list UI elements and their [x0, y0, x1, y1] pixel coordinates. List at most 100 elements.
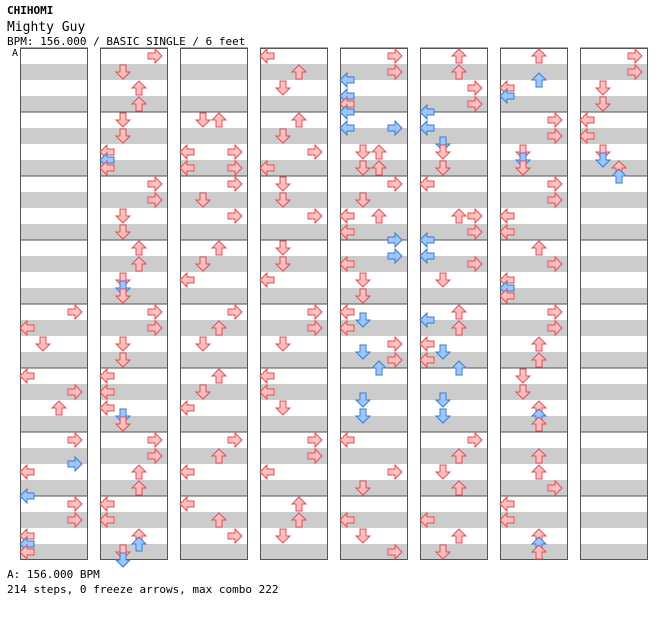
beat-band	[260, 128, 328, 144]
down-arrow-note	[354, 528, 372, 544]
right-arrow-note	[467, 223, 483, 241]
beat-band	[20, 352, 88, 368]
beat-band	[420, 144, 488, 160]
chart-column	[100, 47, 168, 560]
up-arrow-note	[450, 360, 468, 376]
left-arrow-note	[579, 127, 595, 145]
beat-band	[340, 400, 408, 416]
down-arrow-note	[194, 192, 212, 208]
beat-band	[420, 80, 488, 96]
right-arrow-note	[67, 303, 83, 321]
bpm-summary: A: 156.000 BPM	[7, 568, 100, 581]
beat-band	[260, 272, 328, 288]
left-arrow-note	[99, 383, 115, 401]
down-arrow-note	[114, 224, 132, 240]
beat-band	[340, 80, 408, 96]
up-arrow-note	[290, 64, 308, 80]
down-arrow-note	[274, 240, 292, 256]
right-arrow-note	[307, 143, 323, 161]
beat-band	[20, 208, 88, 224]
right-arrow-note	[467, 95, 483, 113]
up-arrow-note	[530, 416, 548, 432]
beat-band	[180, 256, 248, 272]
beat-band	[260, 192, 328, 208]
right-arrow-note	[627, 47, 643, 65]
down-arrow-note	[594, 96, 612, 112]
beat-band	[580, 416, 648, 432]
beat-band	[20, 176, 88, 192]
beat-band	[340, 176, 408, 192]
beat-band	[20, 480, 88, 496]
beat-band	[100, 512, 168, 528]
up-arrow-note	[130, 96, 148, 112]
beat-band	[180, 464, 248, 480]
beat-band	[260, 448, 328, 464]
down-arrow-note	[194, 384, 212, 400]
beat-band	[340, 416, 408, 432]
up-arrow-note	[530, 72, 548, 88]
beat-band	[180, 304, 248, 320]
right-arrow-note	[67, 455, 83, 473]
beat-band	[500, 224, 568, 240]
right-arrow-note	[147, 303, 163, 321]
beat-band	[340, 496, 408, 512]
beat-band	[340, 304, 408, 320]
column-border	[580, 48, 648, 560]
beat-band	[180, 160, 248, 176]
beat-band	[180, 288, 248, 304]
left-arrow-note	[419, 351, 435, 369]
beat-band	[20, 272, 88, 288]
left-arrow-note	[499, 207, 515, 225]
beat-band	[420, 368, 488, 384]
beat-band	[180, 400, 248, 416]
down-arrow-note	[434, 160, 452, 176]
beat-band	[180, 144, 248, 160]
down-arrow-note	[114, 288, 132, 304]
beat-band	[260, 480, 328, 496]
left-arrow-note	[339, 319, 355, 337]
beat-band	[580, 464, 648, 480]
left-arrow-note	[99, 367, 115, 385]
left-arrow-note	[499, 511, 515, 529]
beat-band	[500, 80, 568, 96]
chart-column	[580, 47, 648, 560]
down-arrow-note	[354, 392, 372, 408]
beat-band	[340, 256, 408, 272]
beat-band	[580, 512, 648, 528]
up-arrow-note	[450, 528, 468, 544]
beat-band	[580, 448, 648, 464]
right-arrow-note	[67, 511, 83, 529]
beat-band	[180, 416, 248, 432]
right-arrow-note	[387, 175, 403, 193]
down-arrow-note	[354, 408, 372, 424]
beat-band	[180, 432, 248, 448]
right-arrow-note	[227, 159, 243, 177]
beat-band	[20, 544, 88, 560]
beat-band	[420, 432, 488, 448]
beat-band	[180, 496, 248, 512]
beat-band	[100, 432, 168, 448]
up-arrow-note	[530, 448, 548, 464]
beat-band	[180, 176, 248, 192]
beat-band	[180, 128, 248, 144]
left-arrow-note	[339, 71, 355, 89]
left-arrow-note	[19, 367, 35, 385]
column-border	[420, 48, 488, 560]
down-arrow-note	[194, 256, 212, 272]
down-arrow-note	[114, 64, 132, 80]
left-arrow-note	[419, 335, 435, 353]
right-arrow-note	[307, 207, 323, 225]
right-arrow-note	[467, 431, 483, 449]
up-arrow-note	[290, 112, 308, 128]
beat-band	[20, 80, 88, 96]
left-arrow-note	[339, 431, 355, 449]
beat-band	[260, 96, 328, 112]
beat-band	[20, 368, 88, 384]
beat-band	[20, 160, 88, 176]
beat-band	[340, 512, 408, 528]
beat-band	[20, 64, 88, 80]
down-arrow-note	[114, 112, 132, 128]
beat-band	[100, 272, 168, 288]
beat-band	[100, 352, 168, 368]
down-arrow-note	[114, 552, 132, 568]
